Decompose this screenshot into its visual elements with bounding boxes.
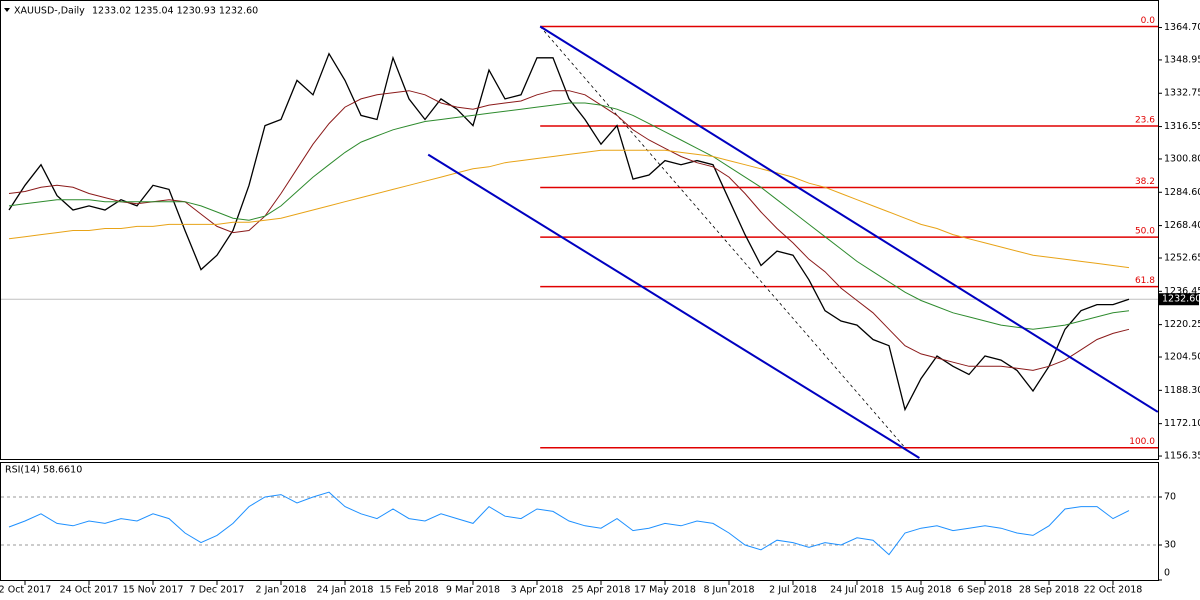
fib-trend-line xyxy=(539,26,906,448)
fib-label: 0.0 xyxy=(1141,16,1156,26)
y-tick-label: 1316.55 xyxy=(1164,121,1200,132)
x-tick-label: 15 Aug 2018 xyxy=(891,585,952,596)
x-tick-label: 2 Oct 2017 xyxy=(0,585,51,596)
x-tick-label: 28 Sep 2018 xyxy=(1019,585,1079,596)
x-tick-label: 2 Jul 2018 xyxy=(769,585,817,596)
x-tick-label: 22 Oct 2018 xyxy=(1084,585,1143,596)
rsi-tick-label: 30 xyxy=(1164,540,1176,551)
menu-arrow[interactable] xyxy=(4,8,10,12)
fib-label: 50.0 xyxy=(1135,227,1155,237)
x-tick-label: 2 Jan 2018 xyxy=(256,585,307,596)
moving-average xyxy=(8,149,1130,269)
fib-label: 61.8 xyxy=(1135,276,1155,286)
x-tick-label: 15 Feb 2018 xyxy=(379,585,438,596)
price-line xyxy=(8,52,1130,412)
channel-line xyxy=(427,153,920,459)
chart-title: XAUUSD-,Daily xyxy=(14,6,85,17)
x-tick-label: 17 May 2018 xyxy=(634,585,696,596)
rsi-line xyxy=(8,491,1130,556)
y-tick-label: 1300.80 xyxy=(1164,153,1200,164)
x-tick-label: 3 Apr 2018 xyxy=(511,585,564,596)
y-tick-label: 1332.75 xyxy=(1164,88,1200,99)
x-tick-label: 25 Apr 2018 xyxy=(572,585,631,596)
y-tick-label: 1156.35 xyxy=(1164,451,1200,462)
ohlc-label: 1233.02 1235.04 1230.93 1232.60 xyxy=(92,6,258,17)
moving-average xyxy=(8,102,1130,330)
fib-label: 38.2 xyxy=(1135,177,1155,187)
x-tick-label: 7 Dec 2017 xyxy=(190,585,245,596)
x-tick-label: 9 Mar 2018 xyxy=(446,585,500,596)
y-tick-label: 1284.60 xyxy=(1164,187,1200,198)
x-tick-label: 6 Sep 2018 xyxy=(958,585,1012,596)
main-panel xyxy=(0,0,1159,460)
x-tick-label: 24 Oct 2017 xyxy=(60,585,119,596)
rsi-title: RSI(14) 58.6610 xyxy=(5,465,82,476)
x-tick-label: 24 Jan 2018 xyxy=(317,585,374,596)
y-tick-label: 1252.65 xyxy=(1164,252,1200,263)
y-tick-label: 1188.30 xyxy=(1164,385,1200,396)
y-tick-label: 1172.10 xyxy=(1164,418,1200,429)
rsi-panel xyxy=(0,462,1159,581)
y-tick-label: 1364.70 xyxy=(1164,22,1200,33)
y-tick-label: 1348.95 xyxy=(1164,54,1200,65)
y-tick-label: 1236.45 xyxy=(1164,286,1200,297)
y-tick-label: 1204.50 xyxy=(1164,352,1200,363)
rsi-tick-label: 0 xyxy=(1164,568,1170,579)
x-tick-label: 15 Nov 2017 xyxy=(123,585,184,596)
rsi-tick-label: 70 xyxy=(1164,492,1176,503)
y-tick-label: 1268.40 xyxy=(1164,220,1200,231)
current-price-label: 1232.60 xyxy=(1162,294,1200,305)
fib-label: 100.0 xyxy=(1129,437,1155,447)
y-tick-label: 1220.25 xyxy=(1164,319,1200,330)
x-tick-label: 8 Jun 2018 xyxy=(703,585,754,596)
current-price-tag xyxy=(1159,293,1199,306)
fib-label: 23.6 xyxy=(1135,116,1155,126)
channel-line xyxy=(539,25,1158,413)
x-tick-label: 24 Jul 2018 xyxy=(830,585,884,596)
moving-average xyxy=(8,90,1130,371)
